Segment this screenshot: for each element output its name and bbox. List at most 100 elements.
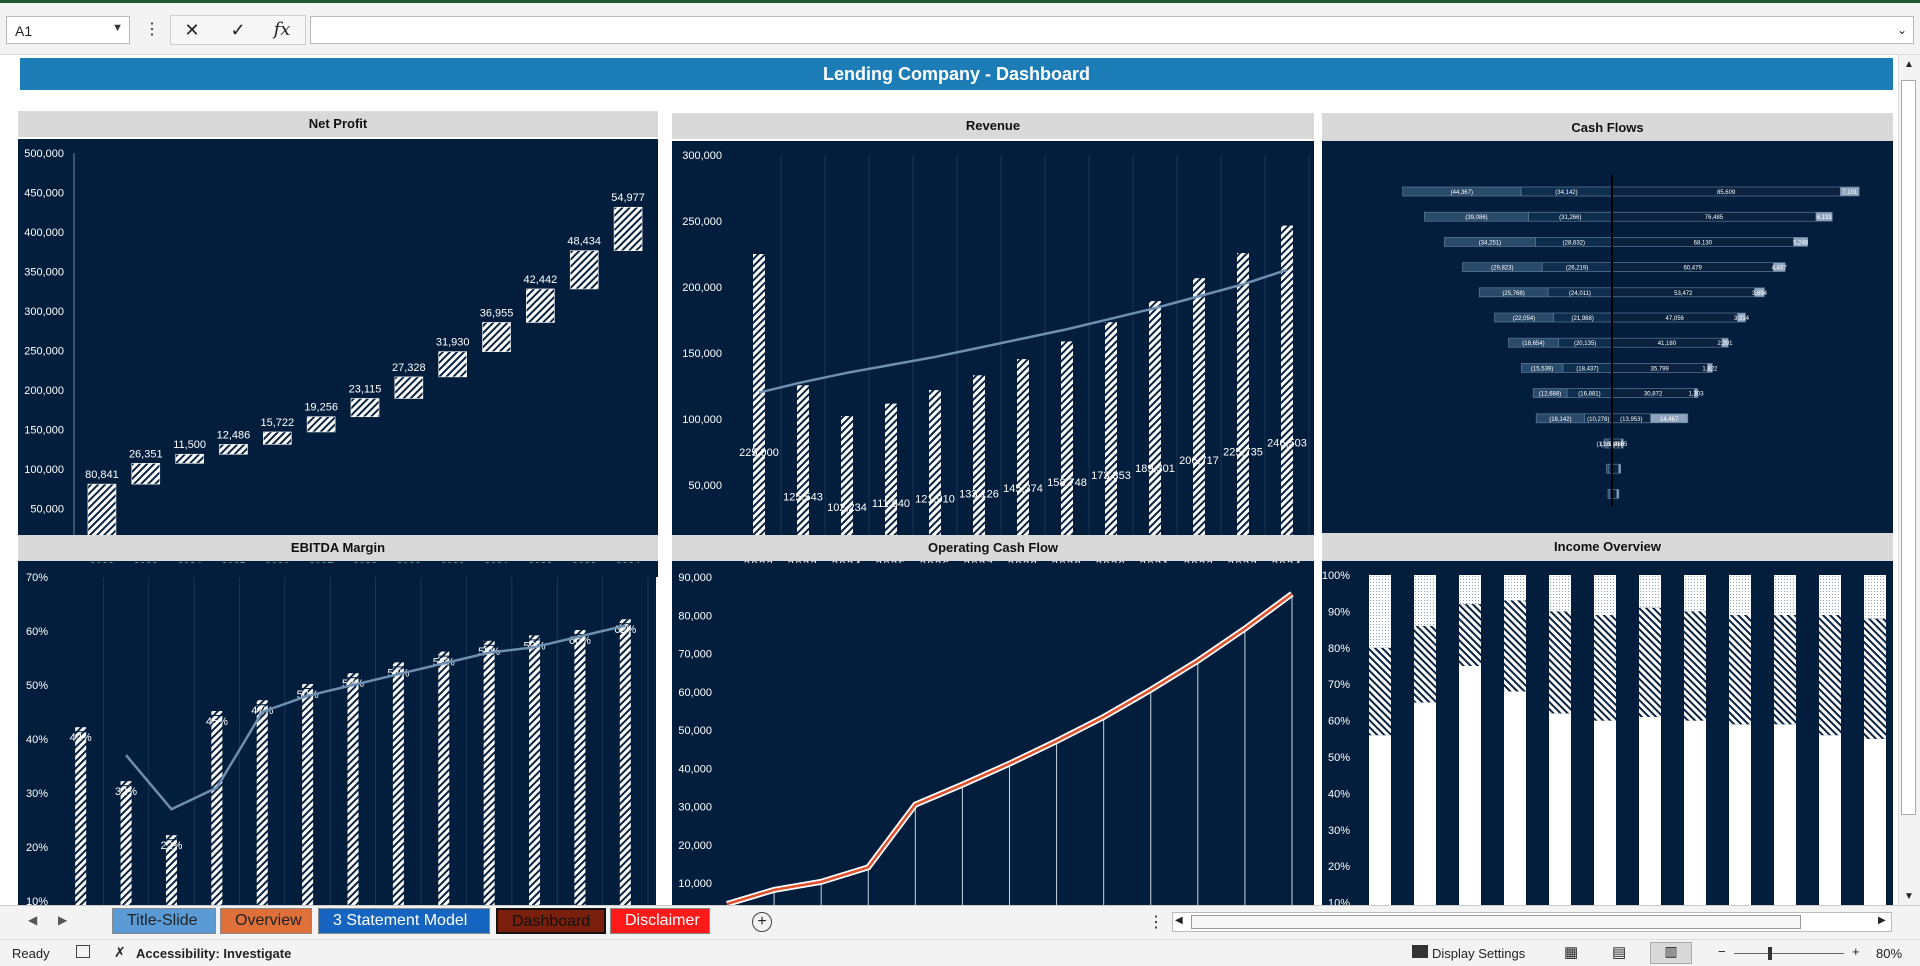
- data-label: 26,351: [129, 448, 163, 460]
- scroll-left-icon[interactable]: ◀: [1175, 915, 1183, 926]
- data-label: 68,130: [1694, 240, 1713, 246]
- scroll-down-icon[interactable]: ▼: [1904, 891, 1914, 902]
- zoom-out-icon[interactable]: −: [1718, 944, 1726, 959]
- macro-recording-icon[interactable]: [76, 945, 90, 958]
- y-tick-label: 70%: [1328, 679, 1350, 691]
- tab-options-icon[interactable]: ⋮: [1148, 914, 1164, 931]
- y-tick-label: 400,000: [24, 227, 64, 239]
- y-tick-label: 150,000: [682, 348, 722, 360]
- stacked-segment-mid: [1774, 615, 1796, 725]
- page-break-preview-icon[interactable]: ▥: [1650, 942, 1692, 964]
- stacked-segment-base: [1594, 720, 1616, 905]
- tab-title-slide[interactable]: Title-Slide: [112, 908, 216, 934]
- page-layout-icon[interactable]: ▤: [1612, 944, 1627, 961]
- data-label: (44,367): [1451, 190, 1473, 196]
- net-profit-chart[interactable]: 500,000 450,000 400,000 350,000 300,000 250,0…: [18, 139, 658, 577]
- stacked-segment-mid: [1459, 604, 1481, 666]
- accessibility-icon[interactable]: ✗: [114, 944, 126, 960]
- stacked-segment-base: [1414, 702, 1436, 905]
- horizontal-scroll-thumb[interactable]: [1191, 915, 1801, 929]
- y-tick-label: 200,000: [682, 282, 722, 294]
- waterfall-bar: [569, 250, 599, 290]
- y-tick-label: 70%: [26, 572, 48, 584]
- formula-buttons: [170, 15, 306, 45]
- tab-dashboard[interactable]: Dashboard: [496, 908, 606, 934]
- ebitda-bar: [75, 732, 87, 905]
- financing-bar: [1606, 463, 1610, 474]
- name-box[interactable]: A1 ▼: [6, 16, 130, 44]
- expand-formula-icon[interactable]: ⌄: [1896, 23, 1907, 37]
- tab-overview[interactable]: Overview: [220, 908, 312, 934]
- y-tick-label: 70,000: [678, 649, 712, 661]
- accessibility-status[interactable]: Accessibility: Investigate: [136, 946, 292, 961]
- ebitda-bar: [529, 640, 541, 905]
- data-label: 14,467: [1660, 417, 1679, 423]
- y-tick-label: 10,000: [678, 878, 712, 890]
- data-label: 173,353: [1091, 470, 1131, 482]
- revenue-bar: [1237, 253, 1249, 552]
- revenue-chart[interactable]: 300,000 250,000 200,000 150,000 100,000 50,00…: [672, 141, 1314, 577]
- insert-function-icon[interactable]: fx: [273, 19, 291, 40]
- data-label: 102,234: [827, 502, 867, 514]
- vertical-scroll-thumb[interactable]: [1901, 80, 1916, 815]
- stacked-segment-top: [1684, 575, 1706, 612]
- data-label: 62%: [614, 624, 636, 636]
- y-tick-label: 100%: [1322, 570, 1350, 582]
- zoom-slider[interactable]: [1734, 953, 1844, 954]
- stacked-segment-base: [1729, 724, 1751, 905]
- financing-bar: [1494, 312, 1554, 323]
- formula-input[interactable]: ⌄: [310, 16, 1914, 44]
- more-options-icon[interactable]: ⋮: [144, 21, 160, 38]
- tab-scroll-right-icon[interactable]: ▶: [58, 913, 68, 927]
- stacked-segment-mid: [1549, 611, 1571, 714]
- data-label: 206,717: [1179, 455, 1219, 467]
- data-label: 53,472: [1674, 291, 1693, 297]
- zoom-level[interactable]: 80%: [1876, 946, 1903, 961]
- cash-flows-chart[interactable]: (44,367) (34,142) 85,609 7,101 (39,086) (31,2…: [1322, 141, 1893, 577]
- y-tick-label: 60,000: [678, 687, 712, 699]
- data-label: 4,437: [1772, 266, 1788, 272]
- add-sheet-icon[interactable]: +: [752, 912, 772, 932]
- display-settings-button[interactable]: Display Settings: [1432, 946, 1526, 961]
- zoom-in-icon[interactable]: +: [1852, 944, 1860, 959]
- waterfall-bar: [526, 288, 555, 323]
- scroll-right-icon[interactable]: ▶: [1878, 915, 1886, 926]
- data-label: 60,479: [1683, 266, 1702, 272]
- worksheet-grid[interactable]: Lending Company - Dashboard Net Profit 5…: [0, 55, 1898, 905]
- stacked-segment-mid: [1639, 607, 1661, 717]
- waterfall-bar: [613, 206, 643, 251]
- y-tick-label: 250,000: [682, 216, 722, 228]
- ebitda-bar: [438, 656, 450, 905]
- operating-cash-flow-chart[interactable]: 90,000 80,000 70,000 60,000 50,000 40,000 30,0…: [672, 563, 1314, 905]
- data-label: (39,086): [1465, 215, 1487, 221]
- stacked-segment-top: [1504, 575, 1526, 601]
- y-tick-label: 200,000: [24, 385, 64, 397]
- y-tick-label: 20%: [1328, 861, 1350, 873]
- chevron-down-icon[interactable]: ▼: [112, 22, 123, 34]
- data-label: 27,328: [392, 362, 426, 374]
- normal-view-icon[interactable]: ▦: [1564, 944, 1579, 961]
- data-label: 42%: [70, 732, 92, 744]
- change-in-cash-bar: [1815, 211, 1833, 222]
- revenue-bar: [1105, 322, 1117, 551]
- ebitda-bar-cap: [574, 630, 586, 634]
- income-overview-chart[interactable]: 100%90%80%70%60%50%40%30%20%10%0%1234567…: [1322, 561, 1893, 905]
- enter-icon[interactable]: ✓: [230, 20, 246, 40]
- tab-3-statement-model[interactable]: 3 Statement Model: [318, 908, 490, 934]
- tab-scroll-left-icon[interactable]: ◀: [28, 913, 38, 927]
- zoom-slider-thumb[interactable]: [1768, 947, 1772, 960]
- y-tick-label: 450,000: [24, 188, 64, 200]
- display-settings-icon[interactable]: [1412, 945, 1428, 958]
- horizontal-scrollbar[interactable]: ◀ ▶: [1172, 912, 1892, 932]
- revenue-bar: [1281, 225, 1293, 552]
- ebitda-bar: [392, 667, 404, 905]
- cancel-icon[interactable]: ✕: [184, 20, 200, 40]
- tab-disclaimer[interactable]: Disclaimer: [610, 908, 710, 934]
- data-label: 11,500: [173, 439, 206, 451]
- y-tick-label: 500,000: [24, 148, 64, 160]
- ebitda-margin-chart[interactable]: 70% 60% 50% 40% 30% 20% 10% 42% 32% 22% 45% 47% 50% 5…: [18, 563, 656, 905]
- y-tick-label: 20,000: [678, 840, 712, 852]
- stacked-segment-base: [1774, 724, 1796, 905]
- y-tick-label: 150,000: [24, 425, 64, 437]
- scroll-up-icon[interactable]: ▲: [1904, 59, 1914, 70]
